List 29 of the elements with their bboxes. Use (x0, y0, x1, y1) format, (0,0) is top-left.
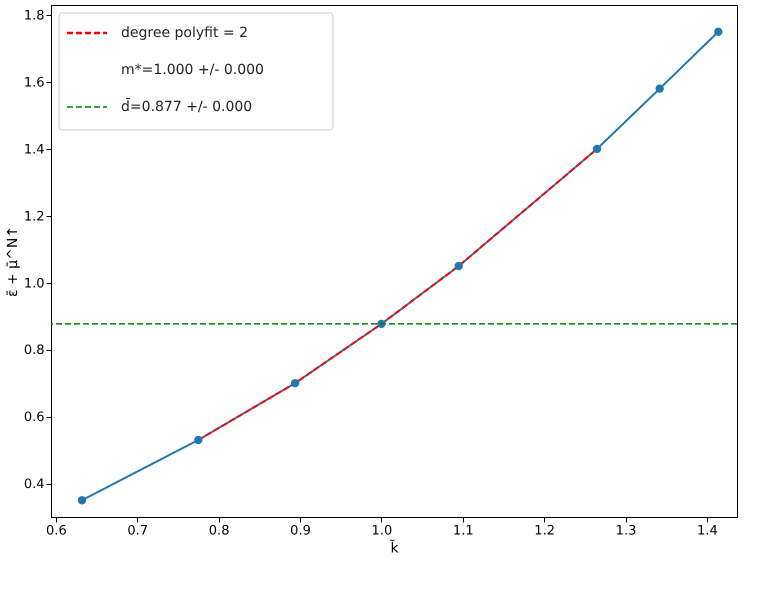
x-tick-label: 1.2 (534, 524, 555, 538)
x-tick-label: 1.3 (616, 524, 636, 538)
y-tick-label: 0.6 (24, 410, 44, 426)
y-tick-label: 0.4 (24, 477, 44, 492)
y-tick-label: 1.0 (24, 276, 44, 292)
x-tick-label: 1.0 (372, 524, 392, 538)
point (78, 496, 86, 504)
y-tick-label: 1.2 (24, 209, 44, 224)
x-tick-label: 1.4 (697, 524, 718, 538)
y-tick-label: 1.6 (24, 75, 44, 90)
x-tick-label: 1.1 (452, 524, 474, 538)
x-tick-label: 0.8 (208, 524, 230, 538)
point (714, 28, 722, 36)
x-tick-label: 0.6 (46, 524, 67, 538)
point (656, 84, 664, 93)
x-tick-label: 0.7 (127, 524, 148, 538)
x-tick-label: 0.9 (290, 524, 311, 538)
legend-label: d̄=0.877 +/- 0.000 (121, 97, 252, 115)
y-tick-label: 0.8 (24, 343, 44, 358)
annotation: m*=1.000 +/- 0.000 (121, 62, 264, 78)
y-tick-label: 1.8 (24, 8, 44, 24)
x-axis-title: k̃ (390, 538, 400, 556)
y-tick-label: 1.4 (24, 142, 44, 158)
point (290, 378, 300, 388)
y-axis-title: ε̄ + μ̄^N↑ (4, 226, 21, 298)
point (194, 436, 202, 444)
legend-label: degree polyfit = 2 (121, 25, 248, 41)
point (592, 144, 602, 154)
point (454, 262, 463, 270)
